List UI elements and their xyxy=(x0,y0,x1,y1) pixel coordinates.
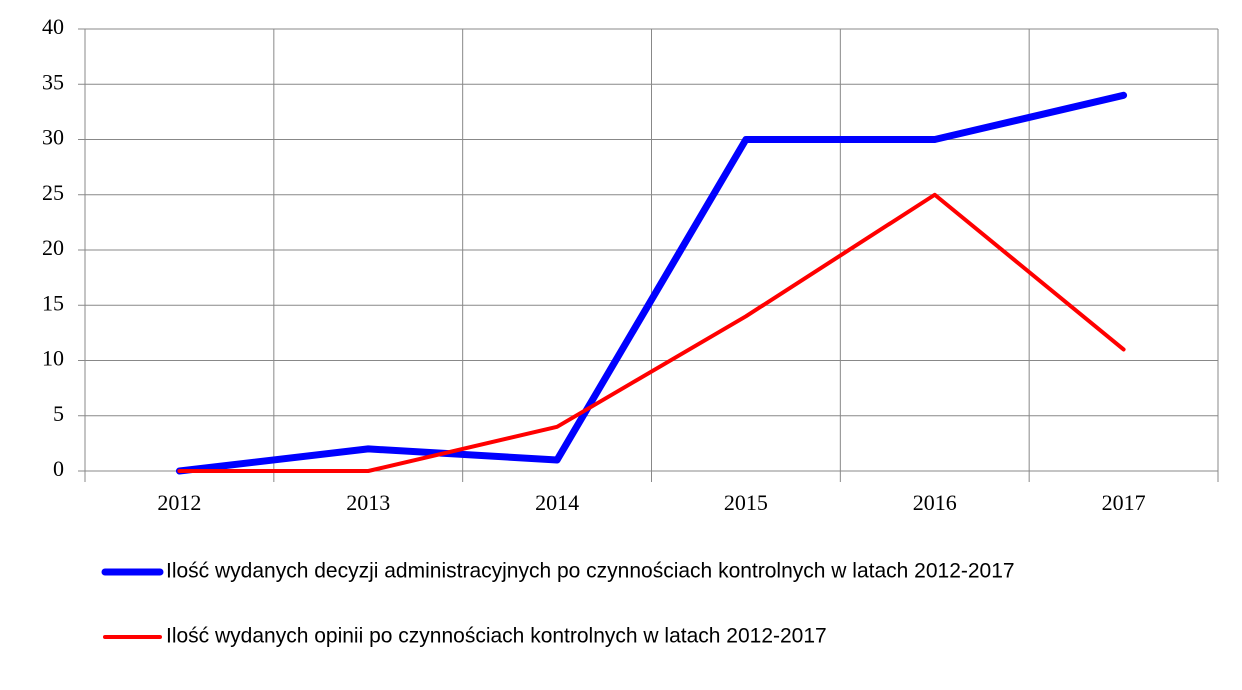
legend-label: Ilość wydanych decyzji administracyjnych… xyxy=(166,560,1015,583)
y-tick-label: 5 xyxy=(53,401,64,426)
y-tick-label: 25 xyxy=(42,180,64,205)
y-tick-label: 35 xyxy=(42,69,64,94)
x-tick-label: 2013 xyxy=(346,490,390,515)
y-tick-label: 40 xyxy=(42,14,64,39)
x-tick-label: 2012 xyxy=(157,490,201,515)
y-tick-label: 10 xyxy=(42,346,64,371)
x-tick-label: 2015 xyxy=(724,490,768,515)
x-tick-label: 2014 xyxy=(535,490,579,515)
x-tick-label: 2017 xyxy=(1102,490,1146,515)
series-line xyxy=(177,192,1126,473)
x-tick-label: 2016 xyxy=(913,490,957,515)
y-tick-label: 15 xyxy=(42,290,64,315)
legend-label: Ilość wydanych opinii po czynnościach ko… xyxy=(166,625,827,648)
y-tick-label: 0 xyxy=(53,456,64,481)
y-tick-label: 30 xyxy=(42,125,64,150)
series-line xyxy=(175,91,1128,475)
y-tick-label: 20 xyxy=(42,235,64,260)
